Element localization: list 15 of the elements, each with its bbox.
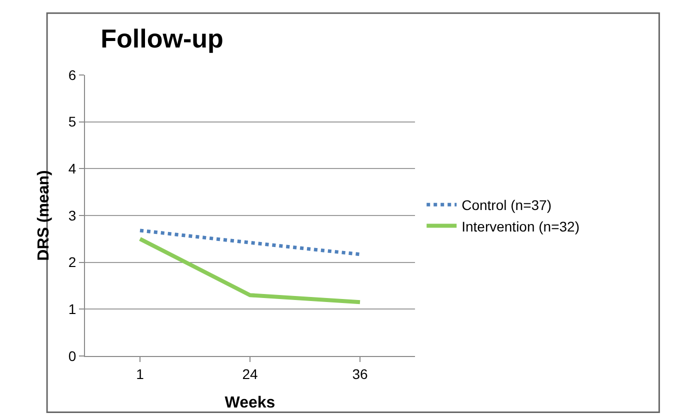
y-tick-label: 0 [68, 348, 76, 364]
x-tick-label: 24 [242, 366, 258, 382]
y-axis-title: DRS (mean) [35, 170, 52, 261]
y-tick-label: 3 [68, 207, 76, 224]
x-tick-label: 36 [352, 366, 368, 382]
y-tick-label: 6 [68, 66, 76, 83]
legend-label: Control (n=37) [462, 197, 552, 214]
y-tick-label: 2 [68, 254, 76, 270]
y-tick-label: 4 [68, 160, 76, 177]
legend-label: Intervention (n=32) [462, 218, 580, 234]
y-tick-label: 1 [68, 301, 76, 318]
x-tick-label: 1 [136, 366, 144, 382]
y-tick-label: 5 [68, 114, 76, 130]
chart-title: Follow-up [100, 24, 224, 54]
x-axis-title: Weeks [224, 394, 276, 412]
